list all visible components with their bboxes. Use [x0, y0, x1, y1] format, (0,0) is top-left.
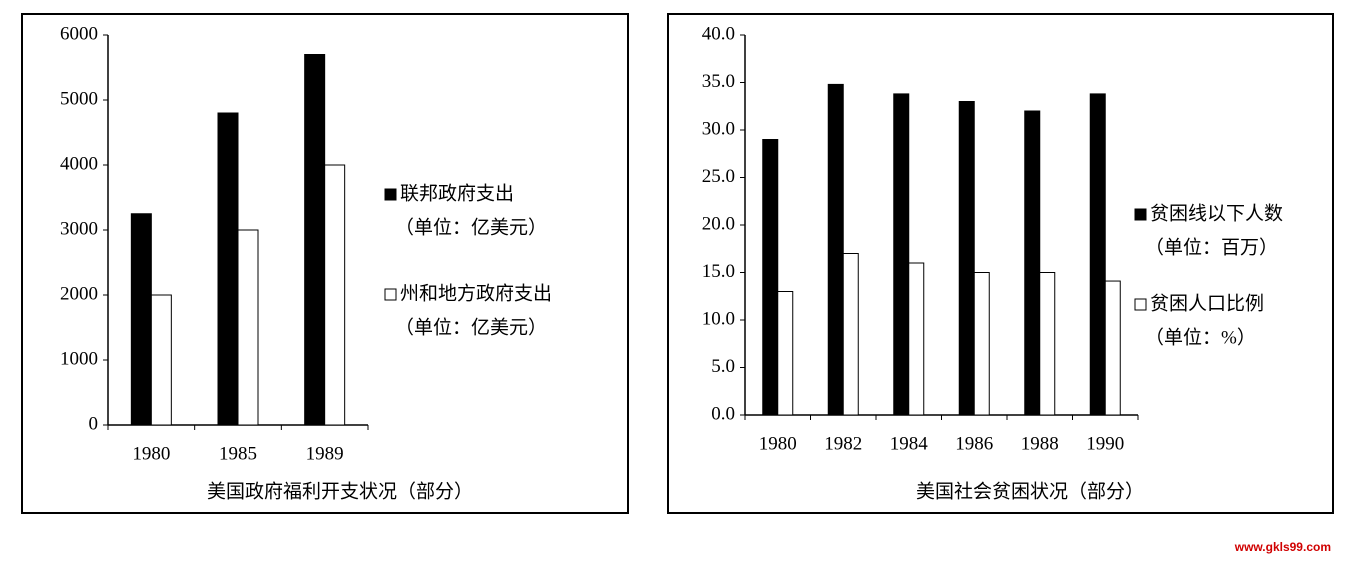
bar — [908, 262, 925, 416]
legend-marker — [384, 288, 397, 301]
bar — [827, 83, 844, 416]
y-tick-label: 3000 — [60, 218, 98, 239]
y-tick-label: 40.0 — [702, 23, 735, 44]
x-tick-label: 1989 — [306, 443, 344, 464]
bar — [762, 139, 779, 416]
y-tick-label: 2000 — [60, 283, 98, 304]
watermark: www.gkls99.com — [1234, 540, 1331, 554]
bar — [1104, 280, 1121, 416]
chart-frame — [21, 13, 629, 514]
x-tick-label: 1980 — [759, 433, 797, 454]
x-tick-label: 1986 — [955, 433, 993, 454]
x-tick-label: 1980 — [132, 443, 170, 464]
bar — [1039, 272, 1056, 416]
bar — [842, 253, 859, 416]
y-tick-label: 0 — [89, 413, 99, 434]
x-tick-label: 1985 — [219, 443, 257, 464]
legend-label: 州和地方政府支出 — [400, 282, 552, 304]
bar — [150, 294, 172, 426]
bar — [1024, 110, 1041, 416]
legend-unit: （单位：百万） — [1145, 236, 1278, 258]
bar — [893, 93, 910, 416]
bar — [304, 54, 326, 426]
y-tick-label: 4000 — [60, 153, 98, 174]
y-tick-label: 5000 — [60, 88, 98, 109]
chart-frame — [667, 13, 1334, 514]
legend-label: 贫困线以下人数 — [1150, 202, 1283, 224]
y-tick-label: 0.0 — [711, 403, 735, 424]
y-tick-label: 15.0 — [702, 261, 735, 282]
legend-marker — [1134, 298, 1147, 311]
y-tick-label: 5.0 — [711, 356, 735, 377]
y-tick-label: 6000 — [60, 23, 98, 44]
chart-title: 美国政府福利开支状况（部分） — [207, 480, 473, 502]
x-tick-label: 1984 — [890, 433, 929, 454]
chart-title: 美国社会贫困状况（部分） — [916, 480, 1144, 502]
legend-label: 贫困人口比例 — [1150, 292, 1264, 314]
bar — [958, 101, 975, 416]
legend-unit: （单位：%） — [1145, 326, 1256, 348]
bar — [973, 272, 990, 416]
x-tick-label: 1982 — [824, 433, 862, 454]
legend-unit: （单位：亿美元） — [395, 216, 547, 238]
y-tick-label: 10.0 — [702, 308, 735, 329]
legend-marker — [384, 188, 397, 201]
y-tick-label: 35.0 — [702, 71, 735, 92]
legend-label: 联邦政府支出 — [400, 182, 514, 204]
legend-unit: （单位：亿美元） — [395, 316, 547, 338]
legend-marker — [1134, 208, 1147, 221]
bar — [217, 112, 239, 426]
x-tick-label: 1990 — [1086, 433, 1124, 454]
y-tick-label: 1000 — [60, 348, 98, 369]
bar — [777, 291, 794, 416]
x-tick-label: 1988 — [1021, 433, 1059, 454]
y-tick-label: 25.0 — [702, 166, 735, 187]
bar — [1089, 93, 1106, 416]
bar — [324, 164, 346, 426]
y-tick-label: 20.0 — [702, 213, 735, 234]
bar — [237, 229, 259, 426]
bar — [130, 213, 152, 426]
y-tick-label: 30.0 — [702, 118, 735, 139]
